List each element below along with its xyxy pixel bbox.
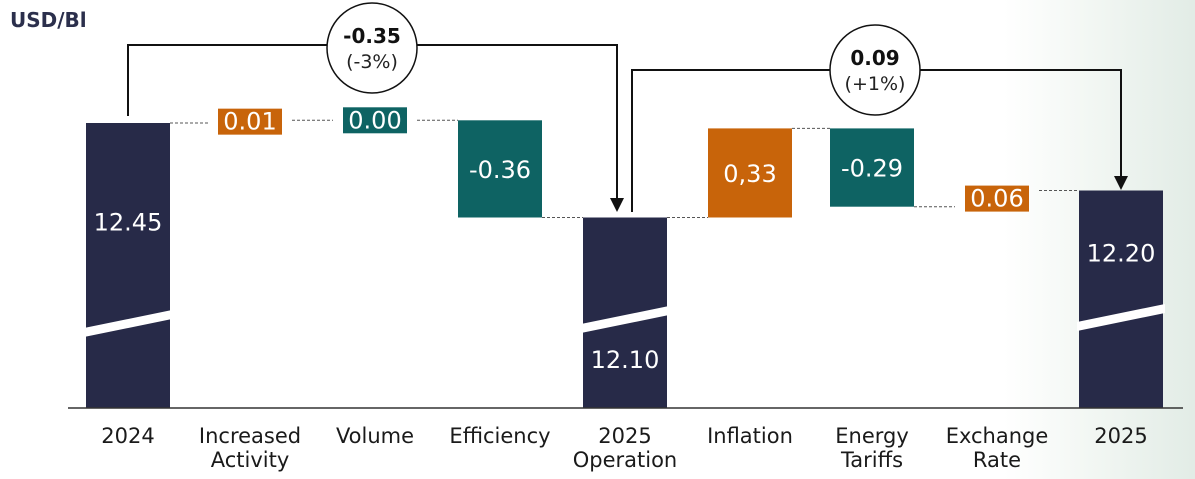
- bracket-arrowhead: [1114, 176, 1128, 190]
- x-tick-label: Increased: [199, 424, 301, 448]
- bar-value-label: 12.20: [1087, 239, 1156, 267]
- annotation-value: -0.35: [343, 24, 401, 48]
- x-tick-label: 2025: [1094, 424, 1147, 448]
- bar-exchange-rate: [965, 185, 1029, 212]
- bar-value-label: 0,33: [723, 160, 776, 188]
- x-tick-label: 2024: [101, 424, 154, 448]
- x-tick-label: Energy: [835, 424, 909, 448]
- bar-value-label: 0.01: [223, 108, 276, 136]
- bar-value-label: 0.00: [348, 106, 401, 134]
- unit-label: USD/Bl: [10, 8, 87, 32]
- bar-2024: [86, 123, 170, 408]
- bracket-arrowhead: [610, 198, 624, 212]
- axis-break-mark: [581, 306, 669, 333]
- x-tick-label: Rate: [973, 448, 1021, 472]
- x-tick-label: Exchange: [946, 424, 1049, 448]
- bar-value-label: 12.45: [94, 209, 163, 237]
- bar-value-label: -0.29: [841, 155, 903, 183]
- x-tick-label: 2025: [598, 424, 651, 448]
- x-tick-label: Operation: [573, 448, 678, 472]
- bar-inflation: [708, 128, 792, 218]
- bar-value-label: 12.10: [591, 346, 660, 374]
- annotation-circle: [326, 2, 418, 94]
- bar-value-label: 0.06: [970, 185, 1023, 213]
- x-tick-label: Volume: [336, 424, 414, 448]
- annotation-value: 0.09: [850, 46, 899, 70]
- axis-break-mark: [84, 310, 172, 337]
- bar-volume: [343, 107, 407, 134]
- annotation-circle: [829, 24, 921, 116]
- x-tick-label: Efficiency: [449, 424, 550, 448]
- bar-efficiency: [458, 120, 542, 218]
- bar-value-label: -0.36: [469, 156, 531, 184]
- bar-energy-tariffs: [830, 128, 914, 207]
- x-tick-label: Activity: [211, 448, 290, 472]
- annotation-percent: (-3%): [346, 51, 398, 73]
- x-tick-label: Tariffs: [840, 448, 903, 472]
- x-tick-label: Inflation: [707, 424, 793, 448]
- bar-2025: [1079, 190, 1163, 408]
- annotation-percent: (+1%): [845, 73, 906, 95]
- bar-increased-activity: [218, 108, 282, 135]
- axis-break-mark: [1077, 304, 1165, 331]
